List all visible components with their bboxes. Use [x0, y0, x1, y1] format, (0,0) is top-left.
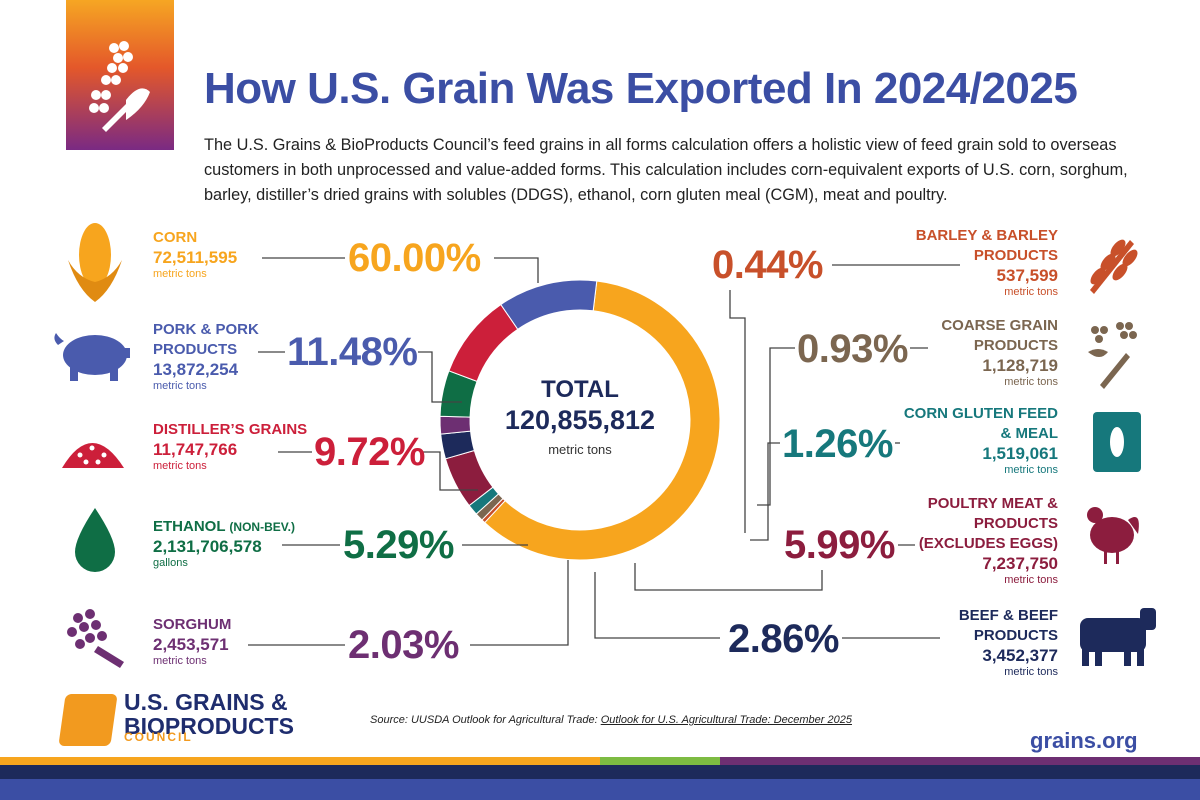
leader-line-sorghum-tail — [470, 560, 569, 646]
label-corn: CORN 72,511,595 metric tons — [153, 229, 238, 280]
pct-corn-gluten: 1.26% — [782, 422, 893, 466]
label-distillers-grains: DISTILLER’S GRAINS 11,747,766 metric ton… — [153, 421, 308, 472]
website-link[interactable]: grains.org — [1030, 728, 1138, 753]
droplet-icon — [75, 508, 115, 572]
leader-line-barley-tail — [729, 290, 746, 533]
council-logo-icon — [58, 694, 118, 746]
pct-coarse-grain: 0.93% — [797, 327, 908, 371]
leader-line-beef — [594, 572, 720, 639]
label-sorghum: SORGHUM 2,453,571 metric tons — [153, 616, 232, 667]
label-coarse-grain: COARSE GRAIN PRODUCTS 1,128,719 metric t… — [941, 317, 1058, 388]
pct-beef: 2.86% — [728, 617, 839, 661]
pct-ethanol: 5.29% — [343, 523, 454, 567]
leader-line-corn-tail — [494, 257, 539, 283]
page-title: How U.S. Grain Was Exported In 2024/2025 — [204, 64, 1078, 113]
donut-slice-distiller-s-grains — [448, 303, 519, 383]
pct-poultry: 5.99% — [784, 523, 895, 567]
pig-icon — [54, 333, 130, 381]
source-link[interactable]: Outlook for U.S. Agricultural Trade: Dec… — [600, 714, 852, 726]
label-corn-gluten: CORN GLUTEN FEED & MEAL 1,519,061 metric… — [903, 405, 1058, 476]
donut-center-total: TOTAL 120,855,812 metric tons — [470, 376, 690, 457]
grain-pile-icon — [62, 437, 124, 468]
corn-icon — [68, 223, 122, 302]
leader-line-gluten — [750, 442, 780, 541]
leader-line-poultry-tail — [634, 563, 823, 591]
feed-bag-icon — [1093, 412, 1141, 472]
coarse-grain-icon — [1088, 322, 1137, 389]
total-label: TOTAL — [541, 376, 619, 403]
leader-line-pork-tail — [418, 351, 462, 403]
pct-barley: 0.44% — [712, 243, 823, 287]
leader-line-coarse — [757, 347, 795, 506]
label-poultry: POULTRY MEAT & PRODUCTS (EXCLUDES EGGS) … — [918, 495, 1058, 586]
pct-distillers-grains: 9.72% — [314, 430, 425, 474]
source-note: Source: UUSDA Outlook for Agricultural T… — [370, 714, 852, 726]
leader-line-ddg-tail — [420, 451, 478, 491]
cow-icon — [1080, 608, 1156, 666]
pct-corn: 60.00% — [348, 236, 481, 280]
sorghum-icon — [67, 609, 124, 668]
wheat-icon — [1090, 239, 1138, 294]
donut-slice-sorghum — [439, 415, 472, 435]
grain-logo-icon — [89, 41, 150, 132]
label-ethanol: ETHANOL (NON-BEV.) 2,131,706,578 gallons — [153, 518, 295, 569]
footer-color-bars — [0, 757, 1200, 800]
label-beef: BEEF & BEEF PRODUCTS 3,452,377 metric to… — [958, 607, 1058, 678]
donut-slices — [439, 279, 721, 561]
header-logo-tile — [66, 0, 174, 150]
intro-text: The U.S. Grains & BioProducts Council’s … — [204, 136, 1128, 204]
pct-pork: 11.48% — [287, 330, 418, 374]
leader-lines — [248, 257, 960, 646]
total-value: 120,855,812 — [504, 405, 656, 435]
chicken-icon — [1087, 507, 1139, 564]
donut-slice-corn — [484, 280, 721, 561]
total-unit: metric tons — [548, 442, 612, 457]
label-pork: PORK & PORK PRODUCTS 13,872,254 metric t… — [153, 321, 259, 392]
label-barley: BARLEY & BARLEY PRODUCTS 537,599 metric … — [915, 227, 1058, 298]
donut-slice-pork-pork-products — [500, 279, 598, 330]
pct-sorghum: 2.03% — [348, 623, 459, 667]
